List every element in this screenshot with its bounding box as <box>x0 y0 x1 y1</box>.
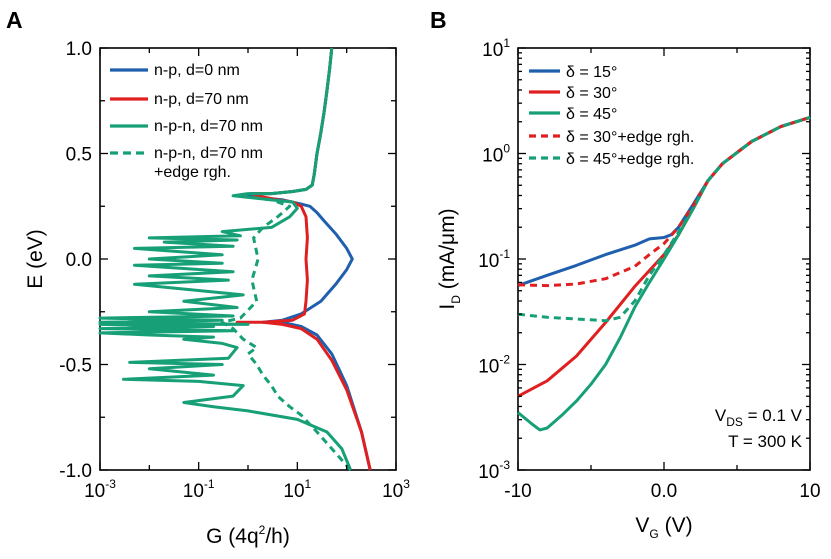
panel-a-legend-label: n-p-n, d=70 nm <box>154 145 263 162</box>
panel-b-ytick-label: 10-1 <box>478 247 510 272</box>
panel-b-legend-label: δ = 15° <box>566 64 617 81</box>
panel-a-label: A <box>6 7 23 33</box>
panel-b-xlabel: VG (V) <box>635 514 692 541</box>
panel-b-ytick-label: 100 <box>482 142 510 167</box>
panel-a-ytick-label: 1.0 <box>66 39 92 60</box>
panel-a-series-1 <box>235 47 372 471</box>
panel-a-legend-label: n-p-n, d=70 nm <box>154 118 263 135</box>
panel-b-xtick-label: 10 <box>799 481 820 502</box>
panel-a-legend-label-2: +edge rgh. <box>154 164 231 181</box>
panel-b-ylabel: ID (mA/μm) <box>436 208 463 309</box>
panel-b-legend-label: δ = 30° <box>566 85 617 102</box>
panel-a-xtick-label: 101 <box>283 477 311 502</box>
panel-b-ytick-label: 10-2 <box>478 353 510 378</box>
panel-b-xtick-label: 0.0 <box>651 481 677 502</box>
panel-a-xtick-label: 10-3 <box>84 477 116 502</box>
panel-a-series-3 <box>220 47 352 471</box>
panel-a-ytick-label: -1.0 <box>59 461 92 482</box>
panel-a-legend-label: n-p, d=70 nm <box>154 91 249 108</box>
panel-b-legend-label: δ = 45°+edge rgh. <box>566 151 694 168</box>
panel-a-legend-label: n-p, d=0 nm <box>154 62 240 79</box>
panel-b-label: B <box>430 7 447 33</box>
panel-a-xtick-label: 103 <box>382 477 410 502</box>
panel-a-series-2 <box>98 47 352 471</box>
panel-a-ylabel: E (eV) <box>24 229 47 289</box>
panel-a-ytick-label: -0.5 <box>59 356 92 377</box>
panel-a-xtick-label: 10-1 <box>183 477 215 502</box>
panel-b-series-3 <box>517 115 811 288</box>
panel-a-xlabel: G (4q2/h) <box>206 523 290 548</box>
panel-b-ytick-label: 101 <box>482 36 510 61</box>
panel-b-legend-label: δ = 45° <box>566 106 617 123</box>
panel-b-annotation-vds: VDS = 0.1 V <box>715 406 803 429</box>
panel-b-series-4 <box>517 115 811 323</box>
panel-b-legend-label: δ = 30°+edge rgh. <box>566 129 694 146</box>
panel-a-ytick-label: 0.5 <box>66 145 92 166</box>
panel-a-ytick-label: 0.0 <box>66 250 92 271</box>
panel-b-annotation-temp: T = 300 K <box>728 432 803 451</box>
panel-b-ytick-label: 10-3 <box>478 458 510 483</box>
panel-b-xtick-label: -10 <box>504 481 531 502</box>
